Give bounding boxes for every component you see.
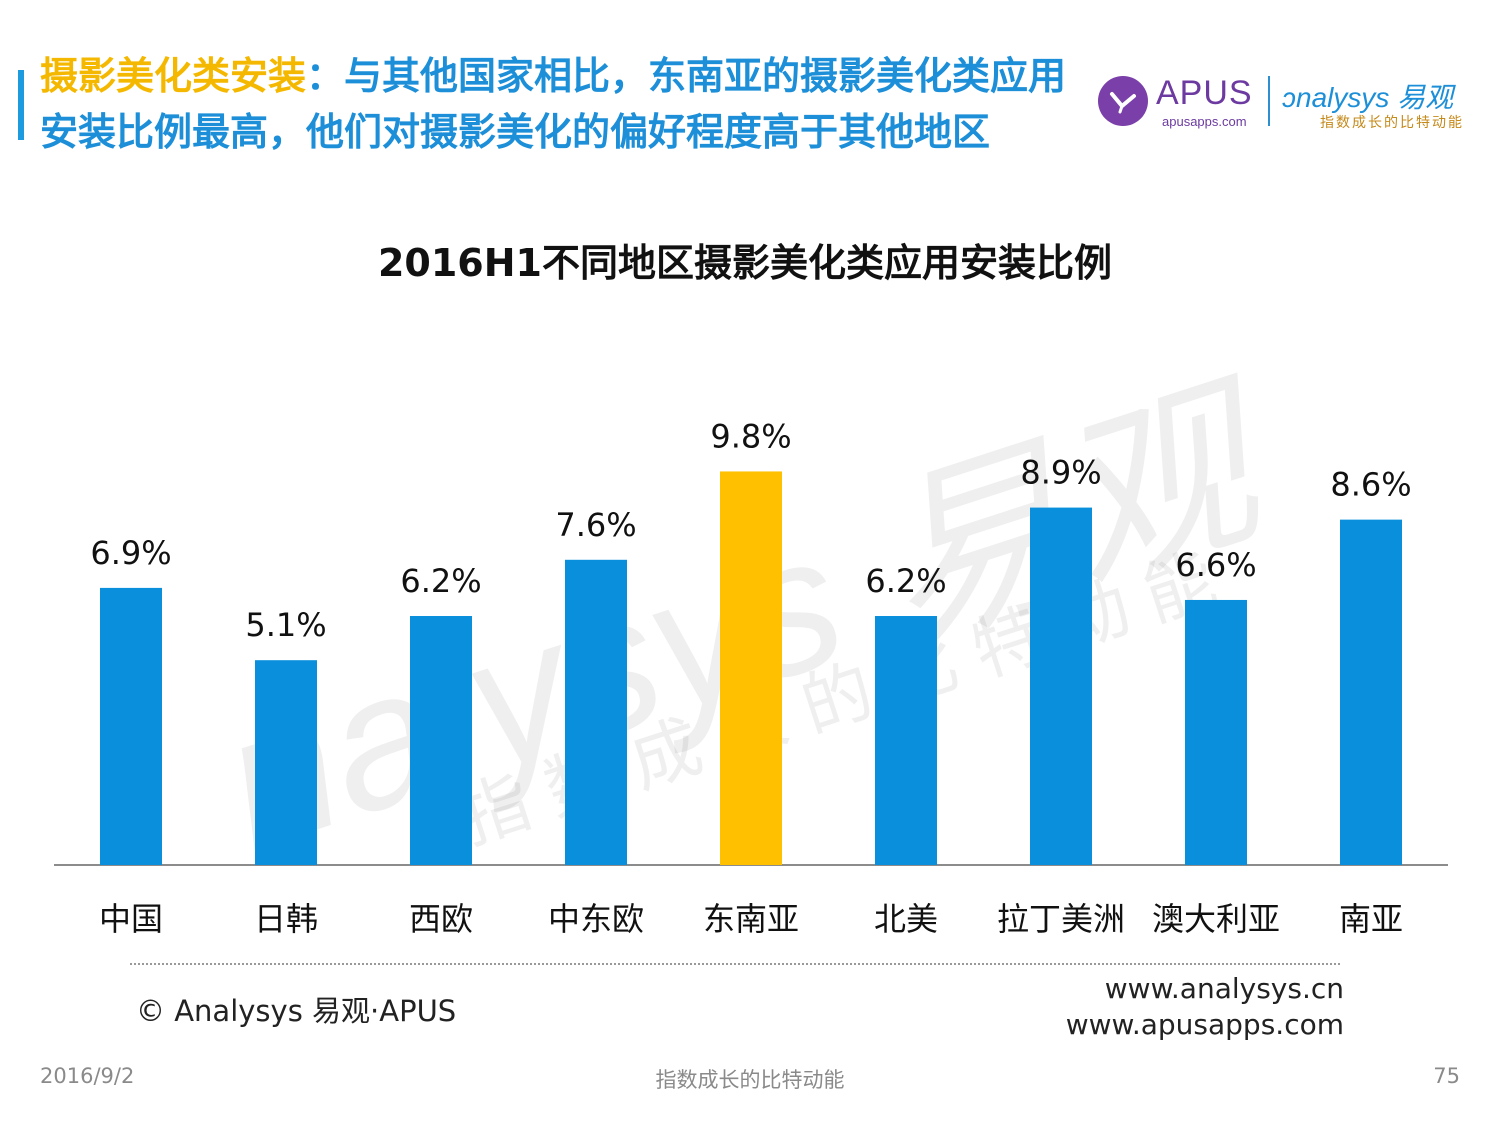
website-apus: www.apusapps.com — [1065, 1008, 1344, 1041]
data-label-0: 6.9% — [90, 534, 171, 572]
data-label-2: 6.2% — [400, 562, 481, 600]
category-label-1: 日韩 — [254, 900, 318, 938]
title-rest: ：与其他国家相比，东南亚的摄影美化类应用安装比例最高，他们对摄影美化的偏好程度高… — [40, 54, 1067, 154]
category-label-0: 中国 — [99, 900, 163, 938]
category-label-5: 北美 — [874, 900, 938, 938]
category-label-2: 西欧 — [409, 900, 473, 938]
bar-1 — [255, 660, 317, 865]
category-label-7: 澳大利亚 — [1152, 900, 1280, 938]
analysys-logo-text: ↄnalysys 易观 — [1282, 82, 1454, 113]
data-label-8: 8.6% — [1330, 466, 1411, 504]
copyright: © Analysys 易观·APUS — [136, 994, 457, 1028]
chart-title: 2016H1不同地区摄影美化类应用安装比例 — [377, 241, 1112, 285]
title-highlight: 摄影美化类安装 — [40, 54, 307, 98]
footer-divider — [130, 963, 1340, 965]
page-title: 摄影美化类安装：与其他国家相比，东南亚的摄影美化类应用安装比例最高，他们对摄影美… — [40, 48, 1100, 160]
website-analysys: www.analysys.cn — [1104, 972, 1344, 1005]
bar-chart: 6.9% 中国 5.1% 日韩 6.2% 西欧 7.6% 中东欧 9.8% 东南亚 6.2% 北美 8.… — [54, 417, 1448, 938]
data-label-6: 8.9% — [1020, 454, 1101, 492]
footer-slogan: 指数成长的比特动能 — [655, 1068, 845, 1092]
bar-5 — [875, 616, 937, 865]
analysys-logo-swirl-icon: ↄ — [1282, 82, 1296, 113]
category-label-8: 南亚 — [1339, 900, 1403, 938]
bar-8 — [1340, 519, 1402, 865]
apus-logo-text: APUS — [1156, 74, 1253, 112]
title-accent-bar — [18, 70, 24, 140]
bar-4 — [720, 471, 782, 865]
bar-6 — [1030, 507, 1092, 865]
page-number: 75 — [1433, 1064, 1460, 1088]
bar-3 — [565, 559, 627, 865]
data-label-3: 7.6% — [555, 506, 636, 544]
category-label-4: 东南亚 — [703, 900, 799, 938]
bar-0 — [100, 587, 162, 865]
data-label-7: 6.6% — [1175, 546, 1256, 584]
apus-logo-icon — [1098, 76, 1148, 126]
logo-area: APUS apusapps.com ↄnalysys 易观 指数成长的比特动能 — [1098, 72, 1488, 132]
logo-divider — [1268, 76, 1270, 126]
data-label-4: 9.8% — [710, 417, 791, 455]
date: 2016/9/2 — [40, 1064, 135, 1088]
data-label-1: 5.1% — [245, 606, 326, 644]
bar-7 — [1185, 599, 1247, 865]
data-label-5: 6.2% — [865, 562, 946, 600]
apus-url: apusapps.com — [1162, 114, 1247, 129]
analysys-logo-slogan: 指数成长的比特动能 — [1320, 115, 1464, 131]
bar-2 — [410, 616, 472, 865]
category-label-6: 拉丁美洲 — [997, 900, 1125, 938]
category-label-3: 中东欧 — [548, 900, 644, 938]
